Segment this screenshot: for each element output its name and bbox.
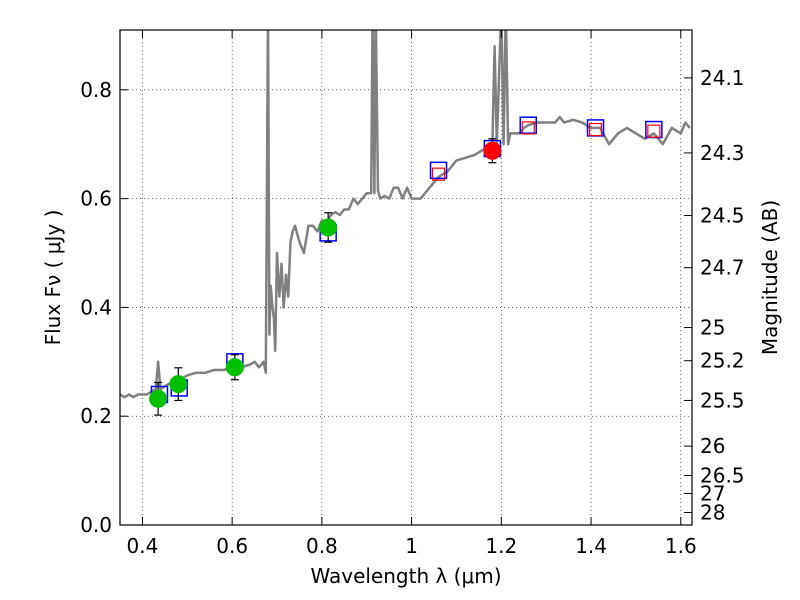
mag-tick-label: 24.5 <box>700 203 745 227</box>
y-tick-label: 0.4 <box>80 295 112 319</box>
observed-point <box>319 218 338 237</box>
mag-tick-label: 24.3 <box>700 141 745 165</box>
y-tick-label: 0.8 <box>80 78 112 102</box>
x-tick-label: 1.2 <box>485 534 517 558</box>
y-tick-label: 0.2 <box>80 404 112 428</box>
observed-ir-square <box>647 124 661 138</box>
mag-tick-label: 25.2 <box>700 349 745 373</box>
y-tick-label: 0.6 <box>80 187 112 211</box>
sed-model-line <box>120 30 691 399</box>
x-tick-label: 1.4 <box>575 534 607 558</box>
x-tick-label: 0.6 <box>216 534 248 558</box>
sed-line <box>120 30 691 399</box>
grid <box>120 30 692 526</box>
mag-tick-label: 26 <box>700 434 725 458</box>
y-axis-right-label: Magnitude (AB) <box>758 200 782 355</box>
axis-ticks: 0.4 0.6 0.8 1 1.2 1.4 1.6 0.0 0.2 0.4 0.6 0.8 24.1 24… <box>80 30 745 558</box>
mag-tick-label: 26.5 <box>700 464 745 488</box>
x-tick-label: 0.8 <box>306 534 338 558</box>
x-tick-label: 1.6 <box>665 534 697 558</box>
photometry-marks <box>149 116 663 416</box>
observed-point <box>483 141 502 160</box>
y-axis-label: Flux Fν ( μJy ) <box>41 210 65 346</box>
mag-tick-label: 25.5 <box>700 388 745 412</box>
mag-tick-label: 27 <box>700 481 725 505</box>
observed-point <box>169 375 188 394</box>
mag-tick-label: 28 <box>700 500 725 524</box>
model-photometry-square <box>519 116 538 134</box>
observed-point <box>225 358 244 377</box>
observed-ir-square <box>431 167 446 181</box>
plot-frame <box>119 29 693 526</box>
mag-tick-label: 24.7 <box>700 256 745 280</box>
observed-ir-square <box>521 121 535 135</box>
x-tick-label: 1 <box>405 534 418 558</box>
y-tick-label: 0.0 <box>80 513 112 537</box>
observed-ir-square <box>588 122 603 137</box>
mag-tick-label: 24.1 <box>700 66 745 90</box>
x-axis-label: Wavelength λ (μm) <box>310 564 501 588</box>
model-photometry-square <box>429 161 448 180</box>
observed-point <box>149 389 168 408</box>
mag-tick-label: 25 <box>700 316 725 340</box>
x-tick-label: 0.4 <box>127 534 159 558</box>
